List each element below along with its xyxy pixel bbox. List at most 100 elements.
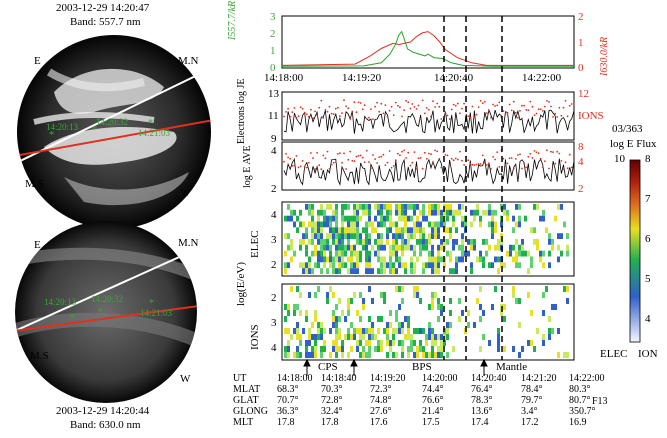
heat-cell bbox=[434, 204, 437, 210]
p3-ylabel: log E AVE bbox=[242, 145, 253, 188]
heat-cell bbox=[413, 209, 416, 216]
heat-cell bbox=[347, 221, 350, 228]
heat-cell bbox=[557, 233, 560, 239]
heat-cell bbox=[407, 244, 410, 251]
heat-cell bbox=[335, 221, 338, 228]
heat-cell bbox=[347, 239, 350, 245]
ion-point bbox=[440, 118, 443, 120]
ephemeris-cell: 76.4° bbox=[471, 384, 493, 395]
heat-cell bbox=[443, 209, 446, 216]
ion-point bbox=[440, 166, 443, 169]
heat-cell bbox=[398, 215, 401, 222]
heat-cell bbox=[464, 221, 467, 228]
heat-cell bbox=[293, 209, 296, 216]
ion-point bbox=[502, 157, 505, 160]
heat-cell bbox=[365, 262, 368, 269]
heat-cell bbox=[335, 346, 338, 352]
ion-point bbox=[490, 168, 492, 170]
heat-cell bbox=[356, 209, 359, 216]
heat-cell bbox=[368, 204, 371, 210]
ephemeris-cell: 27.6° bbox=[370, 406, 392, 417]
heat-cell bbox=[374, 204, 377, 210]
top-marker-3: 14:21:03 bbox=[138, 128, 171, 138]
heat-cell bbox=[482, 239, 485, 245]
ion-point bbox=[525, 109, 528, 111]
ion-point bbox=[355, 111, 358, 114]
heat-cell bbox=[296, 304, 299, 310]
ion-point bbox=[436, 150, 439, 153]
heat-cell bbox=[308, 256, 311, 263]
ion-point bbox=[570, 103, 573, 105]
heat-cell bbox=[368, 209, 371, 216]
ion-point bbox=[519, 153, 521, 156]
ion-point bbox=[349, 150, 352, 153]
heat-cell bbox=[368, 221, 371, 228]
heat-cell bbox=[359, 334, 362, 340]
heat-cell bbox=[353, 268, 356, 274]
p1-xtick-1: 14:19:20 bbox=[342, 72, 382, 84]
ephemeris-cell: 17.5 bbox=[422, 417, 440, 428]
heat-cell bbox=[383, 204, 386, 210]
heat-cell bbox=[497, 346, 500, 352]
ion-point bbox=[473, 116, 476, 119]
heat-cell bbox=[350, 346, 353, 352]
heat-cell bbox=[479, 316, 482, 322]
heat-cell bbox=[428, 322, 431, 328]
heat-cell bbox=[422, 346, 425, 352]
heat-cell bbox=[512, 227, 515, 234]
ion-point bbox=[320, 99, 323, 102]
heat-cell bbox=[542, 292, 545, 298]
heat-cell bbox=[341, 346, 344, 352]
ion-point bbox=[504, 163, 507, 166]
p3-ytick-2: 2 bbox=[271, 183, 277, 195]
ion-point bbox=[494, 105, 496, 107]
heat-cell bbox=[473, 244, 476, 251]
heat-cell bbox=[560, 233, 563, 239]
heat-cell bbox=[398, 286, 401, 292]
heat-cell bbox=[428, 221, 431, 228]
heat-cell bbox=[344, 316, 347, 322]
heat-cell bbox=[329, 204, 332, 210]
ion-point bbox=[376, 101, 378, 104]
heat-cell bbox=[386, 322, 389, 328]
heat-cell bbox=[566, 244, 569, 251]
ion-point bbox=[332, 113, 335, 116]
heat-cell bbox=[431, 340, 434, 346]
ion-point bbox=[339, 115, 341, 117]
heat-cell bbox=[293, 221, 296, 228]
ion-point bbox=[328, 167, 331, 170]
heat-cell bbox=[431, 227, 434, 234]
ion-point bbox=[446, 114, 449, 117]
heat-cell bbox=[437, 316, 440, 322]
heat-cell bbox=[389, 346, 392, 352]
heat-cell bbox=[314, 352, 317, 358]
heat-cell bbox=[482, 262, 485, 269]
heat-cell bbox=[485, 239, 488, 245]
heat-cell bbox=[284, 328, 287, 334]
heat-cell bbox=[380, 256, 383, 263]
heat-cell bbox=[377, 268, 380, 274]
heat-cell bbox=[350, 256, 353, 263]
heat-cell bbox=[410, 227, 413, 234]
heat-cell bbox=[320, 268, 323, 274]
heat-cell bbox=[311, 239, 314, 245]
heat-cell bbox=[389, 340, 392, 346]
top-allsky-image: 14:20:13 14:20:32 14:21:03 * * * bbox=[17, 35, 211, 229]
heat-cell bbox=[503, 204, 506, 210]
heat-cell bbox=[329, 262, 332, 269]
heat-cell bbox=[467, 250, 470, 257]
heat-cell bbox=[512, 256, 515, 263]
colorbar-ion: ION bbox=[638, 348, 658, 360]
heat-cell bbox=[362, 352, 365, 358]
ion-point bbox=[421, 167, 424, 170]
ephemeris-cell: 74.4° bbox=[422, 384, 444, 395]
heat-cell bbox=[452, 215, 455, 222]
heat-cell bbox=[413, 286, 416, 292]
heat-cell bbox=[425, 239, 428, 245]
heat-cell bbox=[437, 304, 440, 310]
heat-cell bbox=[473, 322, 476, 328]
heat-cell bbox=[536, 204, 539, 210]
heat-cell bbox=[428, 250, 431, 257]
heat-cell bbox=[353, 328, 356, 334]
heat-cell bbox=[359, 239, 362, 245]
